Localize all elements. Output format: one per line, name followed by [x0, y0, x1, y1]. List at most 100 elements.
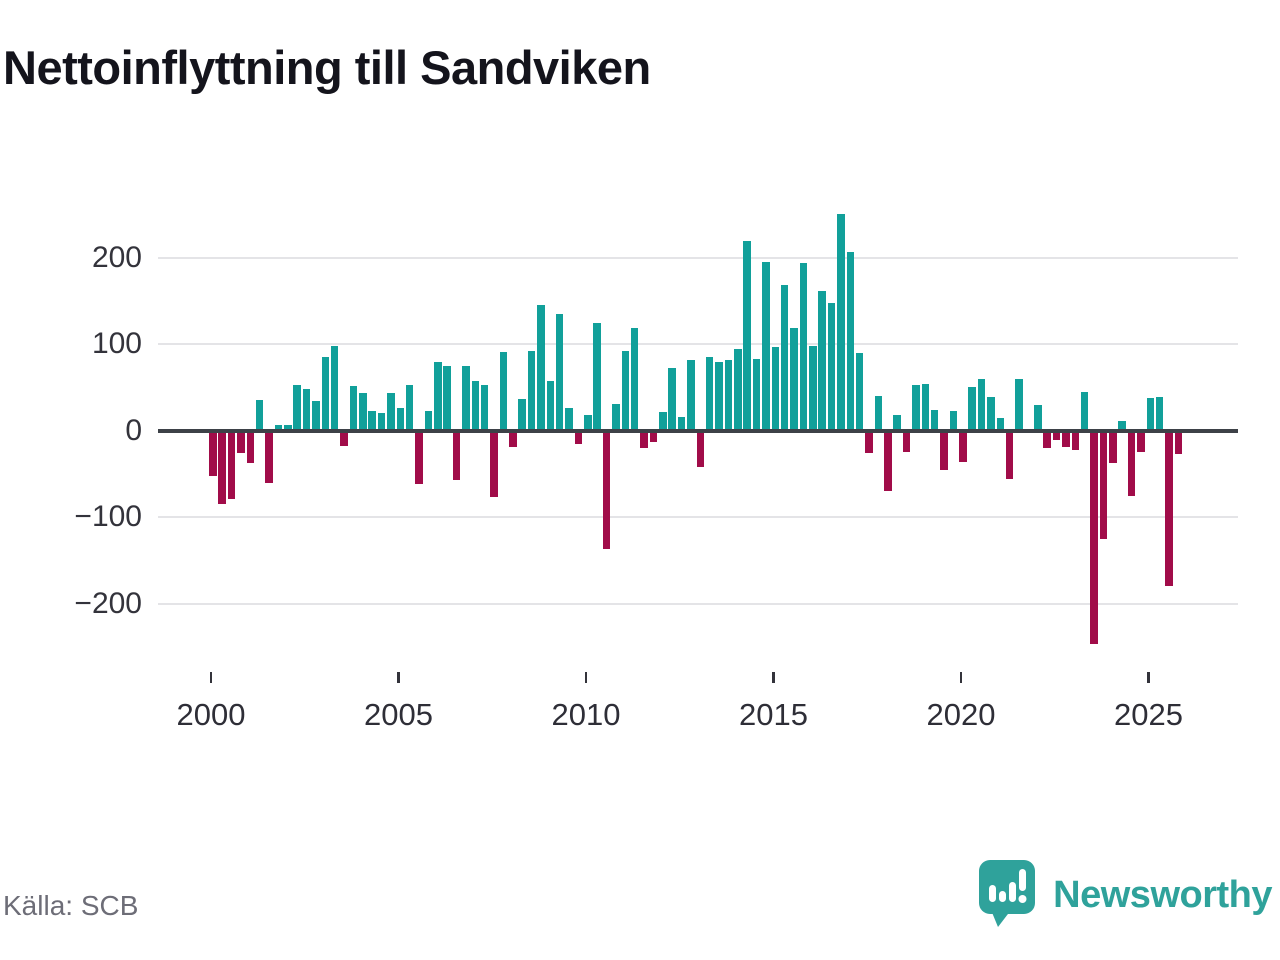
bar — [274, 425, 283, 431]
y-gridline — [158, 256, 1238, 259]
bar — [1015, 379, 1023, 431]
bar — [1127, 432, 1136, 496]
bar — [602, 432, 611, 549]
y-axis-tick-label: −200 — [74, 586, 142, 620]
bar — [630, 327, 639, 431]
bar — [387, 393, 395, 431]
y-gridline — [158, 343, 1238, 345]
bar — [809, 345, 817, 431]
bar — [846, 252, 854, 431]
bar — [612, 403, 620, 431]
bar — [1090, 432, 1098, 644]
source-label: Källa: SCB — [3, 890, 139, 921]
bar — [565, 408, 573, 431]
bar — [1155, 396, 1164, 431]
bar — [321, 356, 329, 431]
bar — [771, 346, 779, 431]
x-axis-tick — [959, 672, 963, 683]
bar — [312, 401, 320, 431]
bar — [902, 432, 911, 452]
bar — [724, 359, 733, 431]
y-axis-tick-label: 0 — [125, 413, 142, 447]
x-axis-tick-label: 2005 — [364, 697, 433, 732]
bar — [443, 366, 451, 431]
bar — [1146, 398, 1154, 431]
y-gridline — [158, 602, 1238, 605]
bar — [940, 432, 948, 471]
x-axis-tick-label: 2020 — [926, 697, 996, 732]
x-axis-tick — [1147, 672, 1150, 683]
chart-title: Nettoinflyttning till Sandviken — [3, 41, 651, 94]
bar — [452, 432, 461, 480]
x-axis-tick — [397, 672, 400, 683]
bar — [640, 432, 648, 448]
bar — [434, 362, 442, 431]
newsworthy-wordmark: Newsworthy — [1053, 874, 1272, 916]
newsworthy-logo: Newsworthy — [977, 858, 1272, 933]
bar — [246, 432, 254, 464]
bar — [405, 384, 414, 431]
bar — [1099, 432, 1108, 540]
bar — [827, 303, 836, 431]
bar — [396, 408, 404, 431]
bar — [527, 350, 536, 431]
bar — [368, 411, 376, 431]
x-axis-tick-label: 2010 — [551, 697, 621, 732]
bar — [930, 409, 939, 431]
x-axis-tick — [772, 672, 775, 683]
bar — [462, 365, 470, 431]
bar — [668, 368, 676, 431]
bar — [499, 351, 508, 431]
bar — [959, 432, 967, 463]
bar — [518, 399, 526, 431]
y-gridline — [158, 516, 1238, 518]
bar — [471, 381, 479, 431]
bar — [1165, 432, 1173, 586]
bar — [865, 432, 873, 453]
bar — [302, 388, 311, 431]
bar — [480, 384, 489, 431]
bar — [584, 414, 592, 431]
bar — [1080, 391, 1089, 431]
bar — [949, 410, 958, 431]
bar — [996, 418, 1004, 431]
x-axis-tick — [584, 672, 588, 683]
bar — [780, 285, 789, 431]
bar — [1034, 404, 1042, 431]
bar — [1052, 432, 1061, 440]
bar — [1071, 432, 1079, 451]
bar — [659, 412, 667, 431]
bar — [340, 432, 348, 446]
y-axis-tick-label: 100 — [91, 327, 142, 360]
bar — [696, 432, 704, 468]
bar — [509, 432, 517, 447]
bar — [893, 414, 901, 431]
bar — [987, 396, 995, 431]
bar — [555, 313, 564, 431]
bar — [284, 425, 292, 431]
x-axis-tick-label: 2015 — [739, 697, 808, 732]
bar — [752, 358, 761, 431]
bar — [649, 432, 658, 442]
bar — [837, 214, 845, 431]
bar — [330, 345, 339, 431]
bar — [1137, 432, 1145, 452]
bar — [265, 432, 273, 484]
bar — [1174, 432, 1183, 455]
bar — [1118, 420, 1126, 431]
bar — [790, 327, 798, 431]
bar — [1043, 432, 1051, 448]
bar — [349, 385, 358, 431]
bar — [762, 261, 770, 431]
bar — [677, 416, 686, 431]
bar — [227, 432, 236, 499]
bar — [921, 383, 929, 431]
bar — [715, 362, 723, 431]
bar — [884, 432, 892, 491]
bar — [799, 262, 808, 431]
y-axis-tick-label: 200 — [91, 240, 142, 274]
bar — [705, 356, 714, 431]
bar — [574, 432, 583, 445]
x-axis-tick — [209, 672, 213, 683]
